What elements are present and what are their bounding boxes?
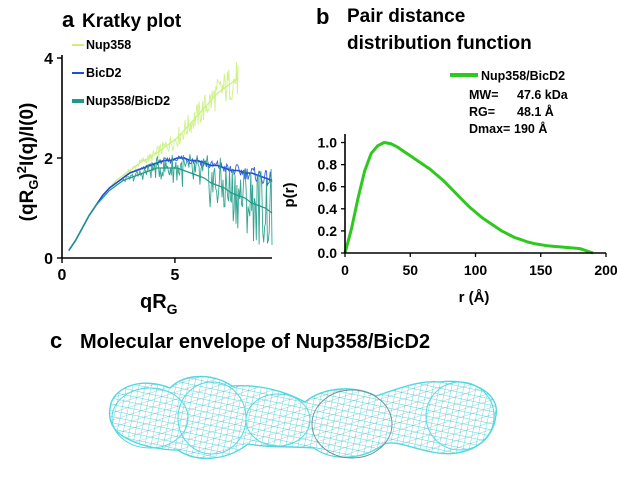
panel-c-letter: c bbox=[50, 328, 62, 353]
envelope-lobe bbox=[311, 389, 393, 459]
pddf-stat-dmax-label: Dmax= bbox=[469, 122, 510, 136]
pddf-x-tick-label: 200 bbox=[594, 262, 617, 278]
kratky-x-label-part: qR bbox=[140, 291, 167, 313]
pddf-y-tick-label: 0.2 bbox=[318, 223, 338, 239]
kratky-x-tick-label: 0 bbox=[58, 267, 67, 284]
kratky-y-tick-label: 4 bbox=[44, 51, 53, 68]
pddf-stat-rg-value: 48.1 Å bbox=[517, 104, 554, 119]
kratky-y-tick-label: 2 bbox=[44, 151, 53, 168]
kratky-series-nup358 bbox=[68, 61, 239, 251]
kratky-series-noise bbox=[68, 154, 273, 251]
kratky-legend-label: Nup358/BicD2 bbox=[86, 94, 170, 108]
molecular-envelope-mesh bbox=[108, 375, 497, 460]
pddf-stat-dmax-value: 190 Å bbox=[514, 121, 547, 136]
pddf-series-line bbox=[343, 141, 594, 255]
pddf-y-tick-label: 0.4 bbox=[318, 201, 338, 217]
kratky-y-label-part: (qR bbox=[17, 189, 38, 221]
kratky-series-noise bbox=[68, 155, 273, 251]
pddf-tick-layer: 0.0 0.2 0.4 0.6 0.8 1.0 0 50 100 150 200 bbox=[318, 135, 617, 278]
pddf-y-tick-label: 0.6 bbox=[318, 179, 338, 195]
pddf-stat-mw-value: 47.6 kDa bbox=[517, 88, 569, 102]
kratky-y-tick-label: 0 bbox=[44, 251, 53, 268]
kratky-x-label: qRG bbox=[140, 291, 178, 317]
kratky-series-layer bbox=[68, 61, 273, 251]
envelope-lobe bbox=[425, 381, 495, 451]
pddf-y-label: p(r) bbox=[281, 183, 298, 208]
kratky-series-nup358-bicd2 bbox=[68, 154, 273, 251]
kratky-series-bicd2 bbox=[68, 155, 273, 251]
kratky-x-label-subscript: G bbox=[167, 301, 178, 317]
pddf-y-tick-label: 0.0 bbox=[318, 245, 338, 261]
kratky-y-label-superscript: 2 bbox=[14, 166, 29, 173]
panel-b-title-line2: distribution function bbox=[347, 33, 532, 54]
pddf-series-layer bbox=[343, 141, 594, 255]
kratky-x-tick-label: 5 bbox=[170, 267, 179, 284]
pddf-x-label: r (Å) bbox=[459, 289, 490, 306]
kratky-tick-layer: 0 2 4 0 5 bbox=[44, 51, 179, 284]
pddf-x-tick-label: 100 bbox=[464, 262, 488, 278]
kratky-y-label-part: ) bbox=[17, 173, 38, 179]
kratky-plot: 0 2 4 0 5 Nup358 BicD2 Nup358/BicD2 bbox=[44, 38, 273, 284]
kratky-y-label-part: I(q)/I(0) bbox=[17, 103, 38, 166]
kratky-legend-label: Nup358 bbox=[86, 38, 131, 52]
pddf-y-tick-label: 0.8 bbox=[318, 157, 338, 173]
pddf-legend-label: Nup358/BicD2 bbox=[481, 69, 565, 83]
kratky-legend: Nup358 BicD2 Nup358/BicD2 bbox=[72, 38, 170, 108]
kratky-legend-label: BicD2 bbox=[86, 66, 121, 80]
panel-c-title: Molecular envelope of Nup358/BicD2 bbox=[80, 331, 430, 353]
kratky-y-label-subscript: G bbox=[26, 180, 41, 190]
pddf-stat-mw-label: MW= bbox=[469, 88, 499, 102]
kratky-y-label: (qRG)2I(q)/I(0) bbox=[14, 103, 41, 222]
pddf-plot: 0.0 0.2 0.4 0.6 0.8 1.0 0 50 100 150 200 bbox=[318, 134, 617, 278]
kratky-series-line bbox=[68, 167, 273, 251]
pddf-x-tick-label: 150 bbox=[529, 262, 553, 278]
panel-b-title-line1: Pair distance bbox=[347, 6, 465, 27]
panel-a-title: Kratky plot bbox=[82, 11, 182, 32]
envelope-shading bbox=[109, 376, 497, 459]
pddf-x-tick-label: 50 bbox=[402, 262, 418, 278]
panel-a-letter: a bbox=[62, 7, 75, 32]
panel-b-letter: b bbox=[316, 4, 329, 29]
pddf-stat-rg-label: RG= bbox=[469, 105, 495, 119]
pddf-x-tick-label: 0 bbox=[341, 262, 349, 278]
envelope-lobe bbox=[111, 387, 189, 449]
pddf-y-tick-label: 1.0 bbox=[318, 135, 338, 151]
envelope-lobe bbox=[245, 393, 311, 447]
